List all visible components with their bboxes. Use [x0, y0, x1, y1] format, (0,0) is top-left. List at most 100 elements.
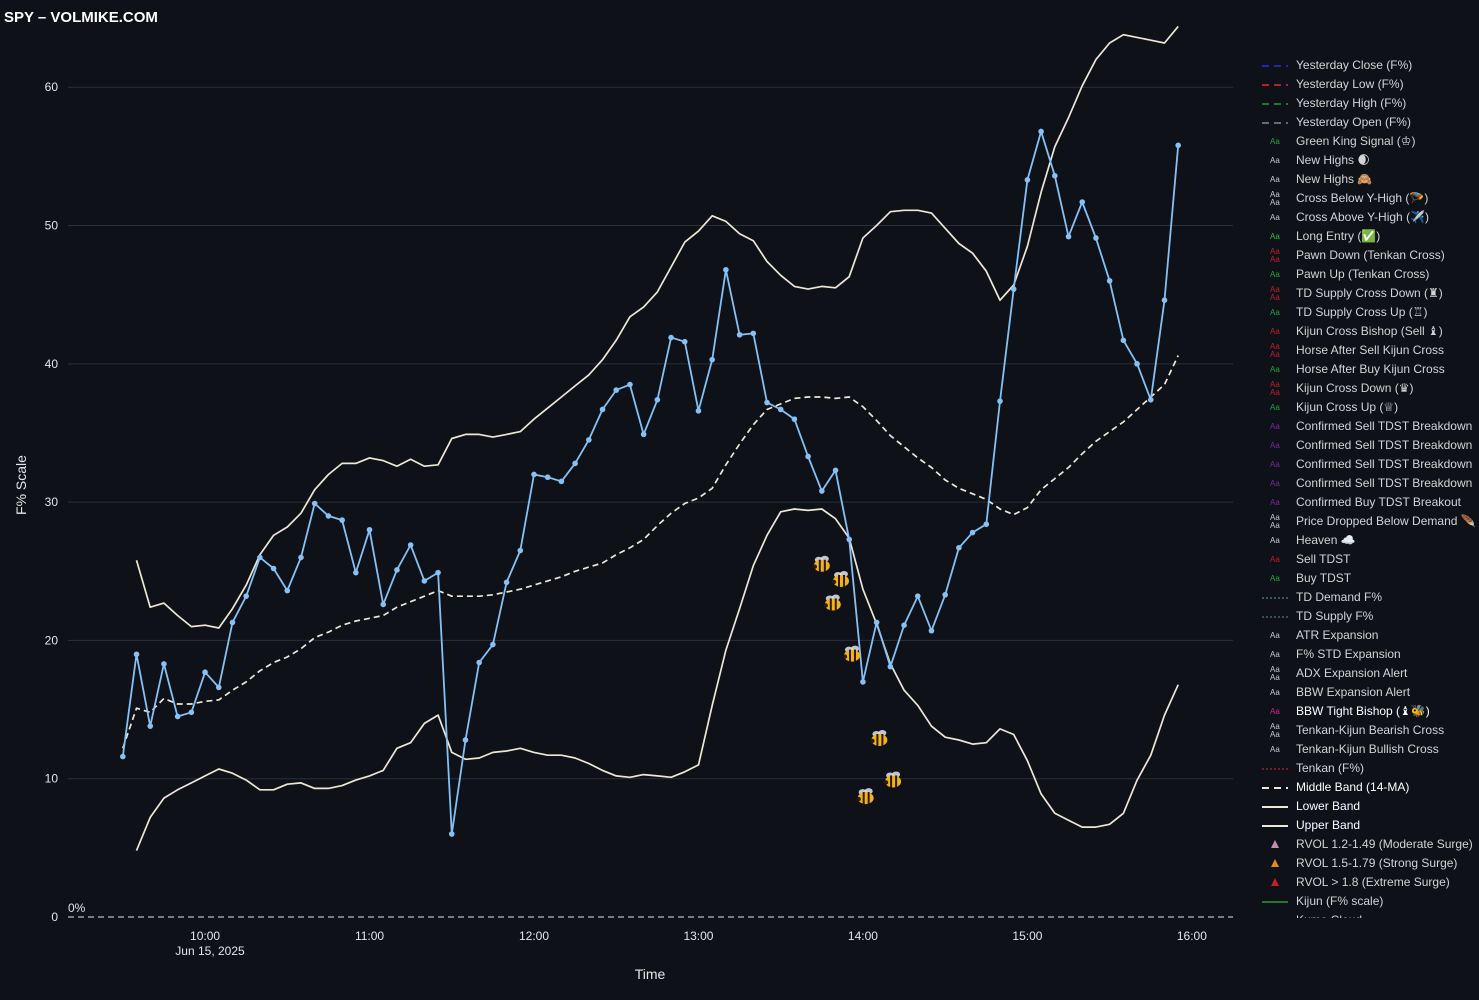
svg-text:Aa: Aa [1270, 175, 1280, 184]
legend-item-label: Confirmed Sell TDST Breakdown [1296, 476, 1473, 490]
legend-item[interactable]: Aa ATR Expansion [1260, 626, 1479, 645]
f-percent-point [133, 651, 140, 658]
f-percent-point [777, 406, 784, 413]
legend-item-label: Confirmed Sell TDST Breakdown [1296, 419, 1473, 433]
legend-item[interactable]: Aa Confirmed Sell TDST Breakdown [1260, 474, 1479, 493]
legend-item[interactable]: Aa Long Entry (✅) [1260, 227, 1479, 246]
svg-text:Aa: Aa [1270, 441, 1280, 450]
legend-item[interactable]: Aa New Highs 🙈 [1260, 170, 1479, 189]
f-percent-point [531, 471, 537, 478]
legend-item-label: ATR Expansion [1296, 628, 1379, 642]
legend-item[interactable]: Aa Buy TDST [1260, 569, 1479, 588]
legend-item[interactable]: RVOL > 1.8 (Extreme Surge) [1260, 873, 1479, 892]
legend-symbol-icon: Aa [1270, 745, 1280, 754]
f-percent-point [983, 521, 990, 528]
f-percent-point [819, 488, 825, 494]
f-percent-point [832, 467, 839, 474]
legend-item[interactable]: Aa Aa Horse After Sell Kijun Cross [1260, 341, 1479, 360]
legend-item-label: TD Demand F% [1296, 590, 1383, 604]
legend-item[interactable]: Aa Confirmed Sell TDST Breakdown [1260, 436, 1479, 455]
svg-text:Aa: Aa [1270, 479, 1280, 488]
legend-symbol-icon [1262, 597, 1288, 599]
legend-item[interactable]: Aa Aa Tenkan-Kijun Bearish Cross [1260, 721, 1479, 740]
legend[interactable]: Yesterday Close (F%) Yesterday Low (F%) Ye… [1260, 56, 1479, 918]
legend-item[interactable]: Middle Band (14-MA) [1260, 778, 1479, 797]
svg-text:Aa: Aa [1270, 270, 1280, 279]
legend-item[interactable]: Aa BBW Expansion Alert [1260, 683, 1479, 702]
legend-item[interactable]: Yesterday Close (F%) [1260, 56, 1479, 75]
svg-text:Aa: Aa [1270, 137, 1280, 146]
f-percent-point [339, 517, 345, 523]
legend-item-label: Confirmed Sell TDST Breakdown [1296, 457, 1473, 471]
legend-item[interactable]: Upper Band [1260, 816, 1479, 835]
y-axis-ticks: 0 10 20 30 40 50 60 [45, 80, 59, 924]
legend-item[interactable]: Aa Horse After Buy Kijun Cross [1260, 360, 1479, 379]
legend-item[interactable]: Aa Aa Pawn Down (Tenkan Cross) [1260, 246, 1479, 265]
legend-item[interactable]: Aa Aa Kijun Cross Down (♛) [1260, 379, 1479, 398]
legend-item[interactable]: Yesterday Low (F%) [1260, 75, 1479, 94]
chart-title: SPY – VOLMIKE.COM [4, 9, 158, 26]
svg-text:Aa: Aa [1270, 255, 1280, 263]
legend-item[interactable]: Aa Green King Signal (♔) [1260, 132, 1479, 151]
x-axis-ticks: 10:00 11:00 12:00 13:00 14:00 15:00 16:00 [190, 929, 1207, 943]
legend-item[interactable]: Aa Confirmed Buy TDST Breakout [1260, 493, 1479, 512]
legend-item[interactable]: Aa BBW Tight Bishop (♝🐝) [1260, 702, 1479, 721]
svg-text:Aa: Aa [1270, 388, 1280, 396]
legend-item[interactable]: Aa Heaven ☁️ [1260, 531, 1479, 550]
bee-marker-layer [812, 555, 902, 805]
legend-item-label: Upper Band [1296, 818, 1361, 832]
date-label: Jun 15, 2025 [175, 944, 245, 958]
y-tick-label: 40 [45, 357, 59, 371]
f-percent-point [764, 399, 770, 406]
legend-item[interactable]: Aa Confirmed Sell TDST Breakdown [1260, 455, 1479, 474]
legend-item[interactable]: Aa F% STD Expansion [1260, 645, 1479, 664]
legend-item[interactable]: Aa Cross Above Y-High (✈️) [1260, 208, 1479, 227]
zero-percent-label: 0% [68, 901, 86, 915]
f-percent-point [627, 381, 633, 388]
legend-item[interactable]: Yesterday High (F%) [1260, 94, 1479, 113]
f-percent-point [188, 709, 195, 716]
f-percent-point [448, 831, 455, 837]
legend-item-label: Kijun (F% scale) [1296, 894, 1384, 908]
legend-item[interactable]: Aa Confirmed Sell TDST Breakdown [1260, 417, 1479, 436]
legend-item-label: F% STD Expansion [1296, 647, 1401, 661]
legend-item[interactable]: TD Demand F% [1260, 588, 1479, 607]
f-percent-point [1134, 361, 1140, 367]
f-percent-point [668, 334, 674, 341]
legend-item[interactable]: Yesterday Open (F%) [1260, 113, 1479, 132]
series-line-f- [121, 130, 1180, 835]
legend-item[interactable]: RVOL 1.5-1.79 (Strong Surge) [1260, 854, 1479, 873]
legend-item[interactable]: TD Supply F% [1260, 607, 1479, 626]
f-percent-point [1161, 297, 1168, 304]
legend-item[interactable]: Aa Aa Price Dropped Below Demand 🪶 [1260, 512, 1479, 531]
legend-item-label: Green King Signal (♔) [1296, 134, 1416, 148]
legend-item[interactable]: Tenkan (F%) [1260, 759, 1479, 778]
legend-item[interactable]: RVOL 1.2-1.49 (Moderate Surge) [1260, 835, 1479, 854]
legend-item[interactable]: Aa Aa ADX Expansion Alert [1260, 664, 1479, 683]
legend-item[interactable]: Aa New Highs 🌒 [1260, 151, 1479, 170]
legend-item[interactable]: Aa Pawn Up (Tenkan Cross) [1260, 265, 1479, 284]
svg-text:Aa: Aa [1270, 536, 1280, 545]
legend-item[interactable]: Aa Kijun Cross Bishop (Sell ♝) [1260, 322, 1479, 341]
legend-item[interactable]: Kumo Cloud [1260, 911, 1479, 918]
legend-item-label: Pawn Down (Tenkan Cross) [1296, 248, 1445, 262]
legend-item[interactable]: Aa TD Supply Cross Up (♖) [1260, 303, 1479, 322]
legend-item[interactable]: Aa Tenkan-Kijun Bullish Cross [1260, 740, 1479, 759]
legend-symbol-icon: Aa [1270, 574, 1280, 583]
legend-item[interactable]: Lower Band [1260, 797, 1479, 816]
legend-item[interactable]: Aa Kijun Cross Up (♕) [1260, 398, 1479, 417]
series-line-upper-band [135, 25, 1179, 629]
legend-item[interactable]: Aa Sell TDST [1260, 550, 1479, 569]
f-percent-point [1175, 142, 1181, 149]
legend-item-label: New Highs 🌒 [1296, 153, 1370, 167]
f-percent-point [586, 437, 592, 443]
legend-item[interactable]: Kijun (F% scale) [1260, 892, 1479, 911]
svg-text:Aa: Aa [1270, 650, 1280, 659]
legend-item[interactable]: Aa Aa TD Supply Cross Down (♜) [1260, 284, 1479, 303]
legend-item[interactable]: Aa Aa Cross Below Y-High (🪂) [1260, 189, 1479, 208]
svg-text:Aa: Aa [1270, 403, 1280, 412]
legend-item-label: Kijun Cross Up (♕) [1296, 400, 1399, 414]
